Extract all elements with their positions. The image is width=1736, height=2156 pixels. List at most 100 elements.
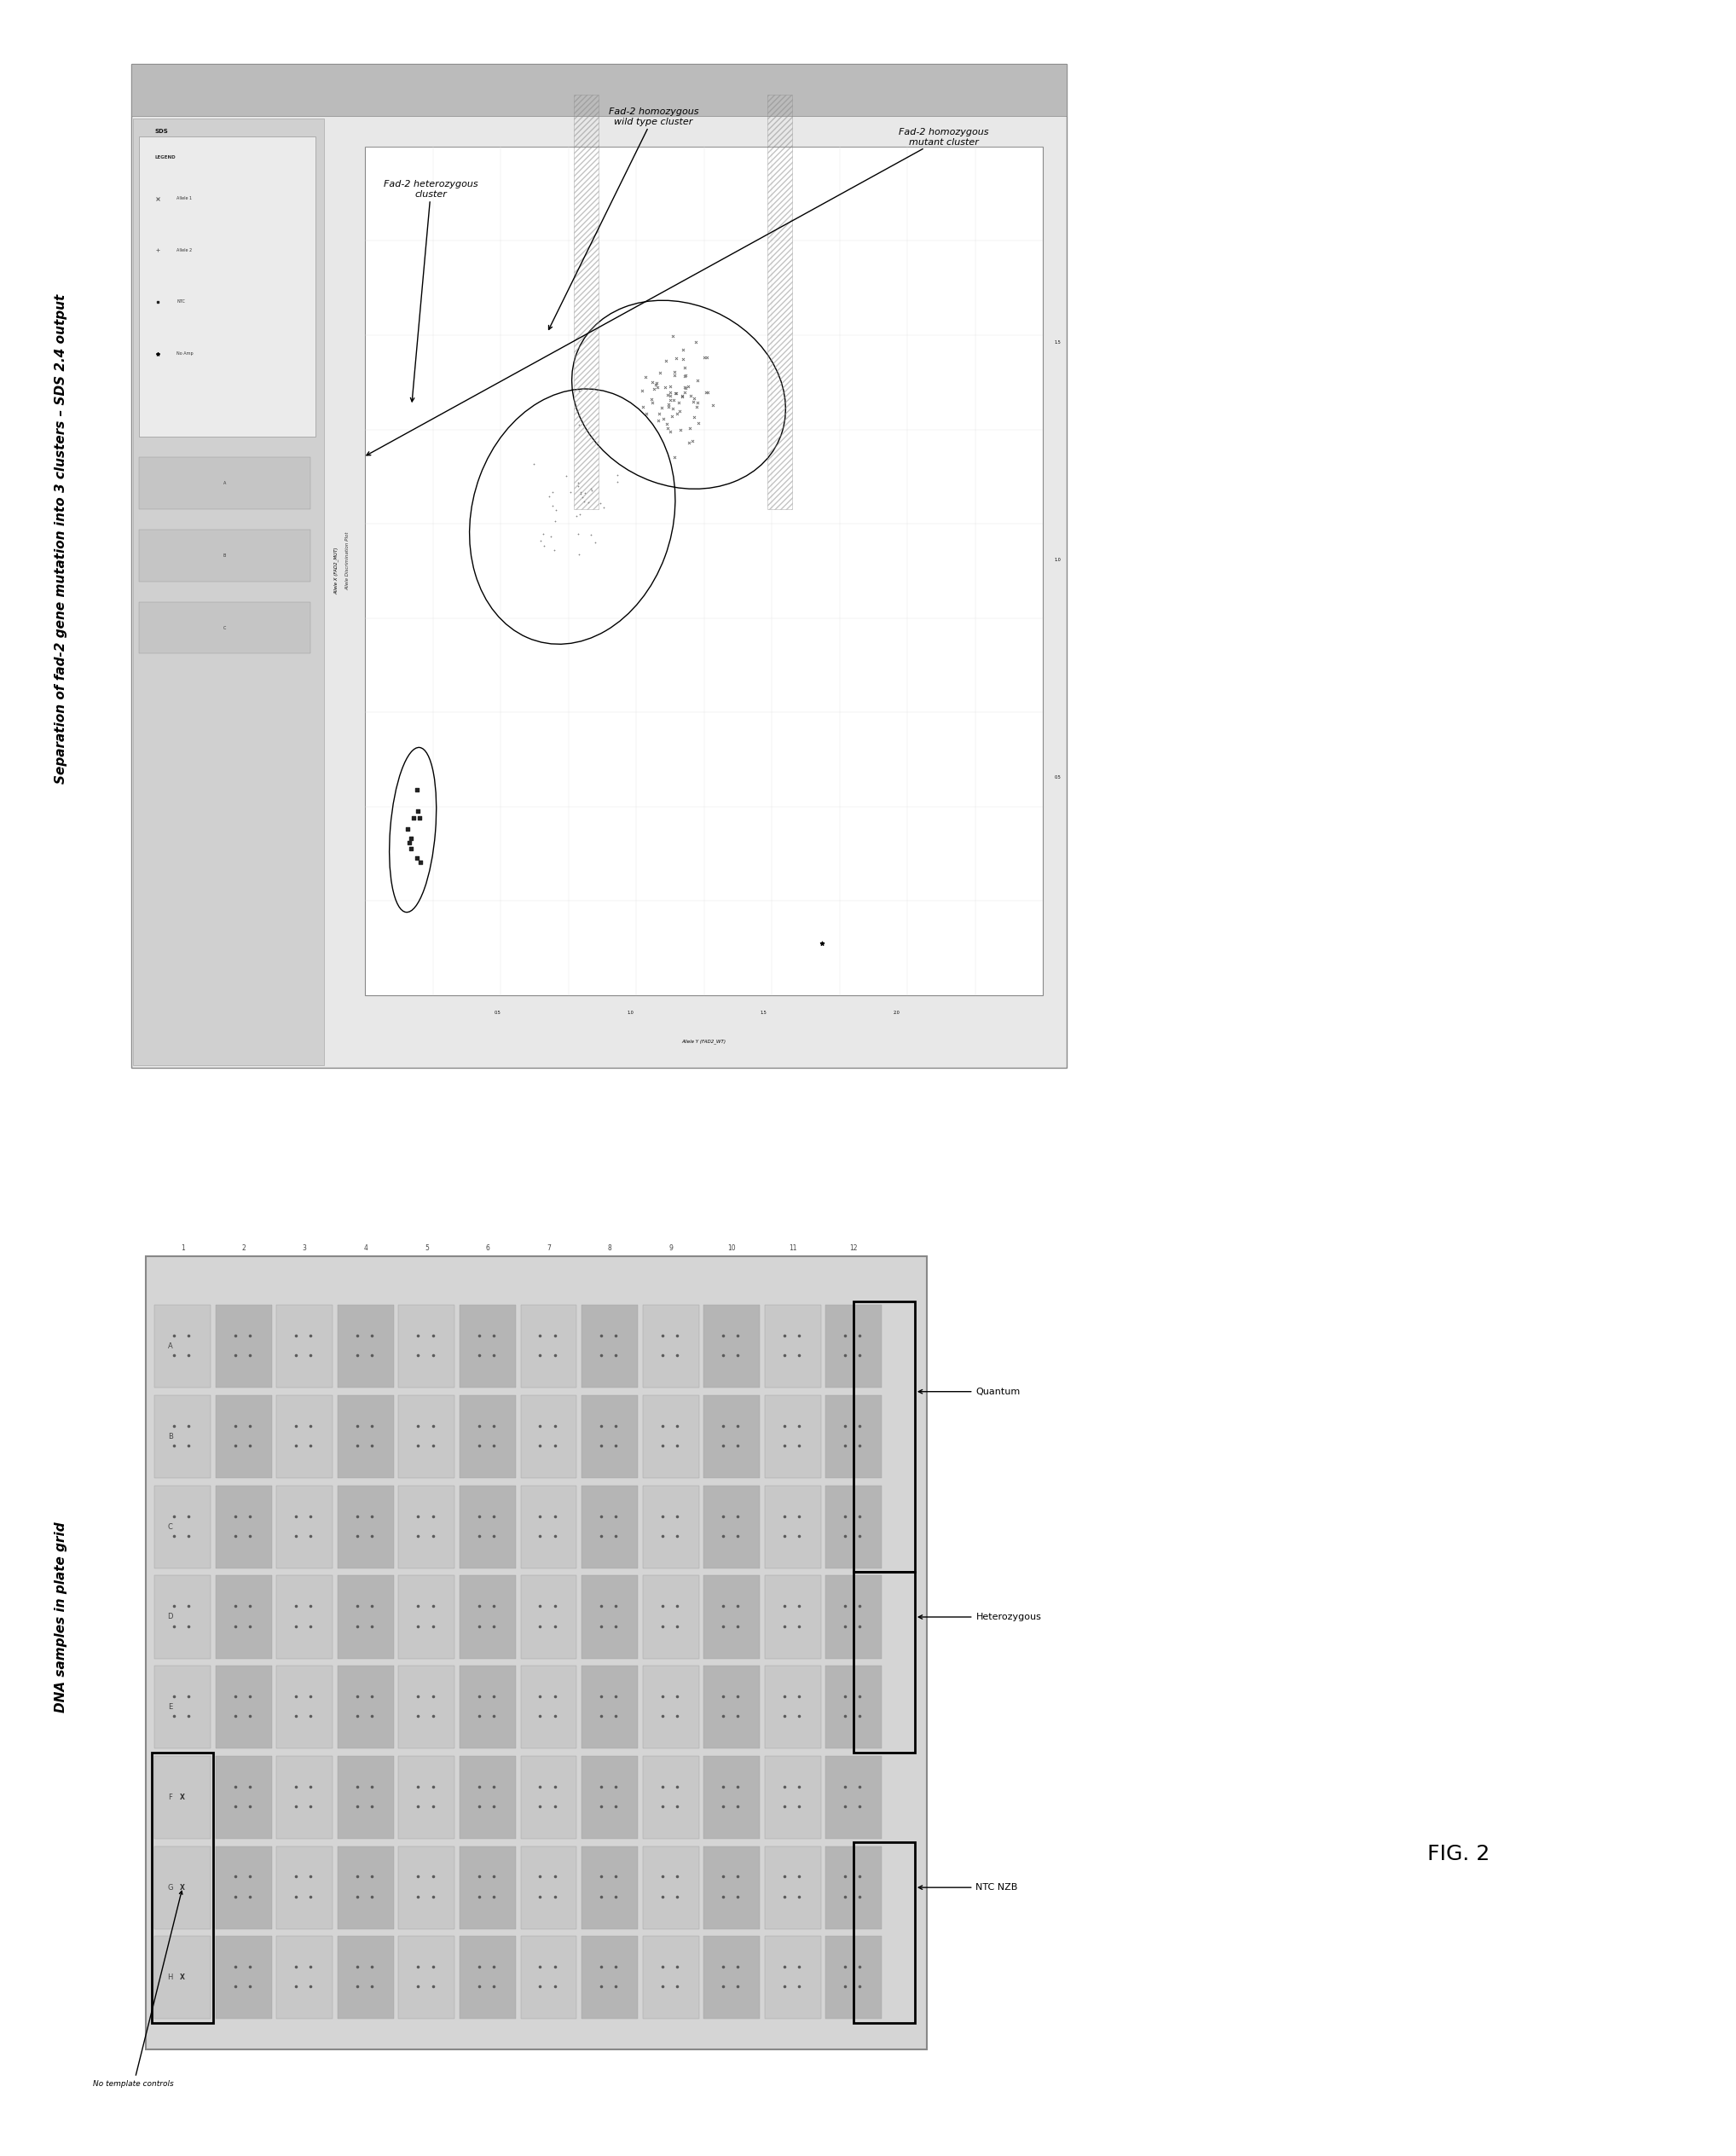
- Point: [582, 526, 609, 561]
- Point: [399, 800, 427, 834]
- Point: [668, 379, 696, 414]
- Point: [568, 479, 595, 513]
- Point: [679, 384, 707, 418]
- Bar: [521, 1304, 576, 1388]
- Point: [642, 369, 670, 403]
- Text: 6: 6: [486, 1244, 490, 1253]
- Bar: [155, 1667, 210, 1749]
- Point: [628, 373, 656, 407]
- Bar: [215, 1576, 271, 1658]
- Bar: [642, 1936, 700, 2020]
- Bar: [703, 1395, 760, 1479]
- Point: [398, 832, 425, 867]
- Point: [575, 485, 602, 520]
- Text: 9: 9: [668, 1244, 674, 1253]
- Bar: [399, 1304, 455, 1388]
- Bar: [399, 1485, 455, 1567]
- Point: [396, 826, 424, 860]
- Point: [670, 369, 698, 403]
- Point: [667, 395, 694, 429]
- Point: [642, 367, 670, 401]
- Point: [538, 489, 566, 524]
- Point: [587, 485, 615, 520]
- Point: [681, 382, 708, 416]
- Point: [542, 505, 569, 539]
- Bar: [337, 1755, 394, 1839]
- Point: [661, 354, 689, 388]
- Point: [660, 358, 687, 392]
- Text: SDS: SDS: [155, 129, 168, 134]
- Point: [654, 386, 682, 420]
- Bar: [399, 1755, 455, 1839]
- Bar: [215, 1755, 271, 1839]
- Text: DNA samples in plate grid: DNA samples in plate grid: [54, 1522, 68, 1712]
- Bar: [460, 1846, 516, 1930]
- Bar: [521, 1485, 576, 1567]
- Bar: [826, 1576, 882, 1658]
- Bar: [767, 95, 792, 509]
- Bar: [215, 1667, 271, 1749]
- Bar: [642, 1667, 700, 1749]
- Text: 0.5: 0.5: [495, 1011, 502, 1015]
- Text: X: X: [181, 1794, 186, 1800]
- Text: Fad-2 homozygous
mutant cluster: Fad-2 homozygous mutant cluster: [366, 127, 988, 455]
- Bar: [215, 1936, 271, 2020]
- Point: [684, 364, 712, 399]
- Point: [602, 464, 630, 498]
- Point: [654, 412, 682, 446]
- Text: 2.0: 2.0: [894, 1011, 899, 1015]
- Bar: [399, 1667, 455, 1749]
- Point: [404, 800, 432, 834]
- Bar: [826, 1667, 882, 1749]
- Point: [656, 377, 684, 412]
- Bar: [337, 1304, 394, 1388]
- Text: Allele X (FAD2_MUT): Allele X (FAD2_MUT): [333, 548, 339, 595]
- Bar: [139, 136, 316, 436]
- Text: 1.0: 1.0: [1054, 558, 1061, 563]
- Point: [700, 388, 727, 423]
- Point: [660, 384, 687, 418]
- Bar: [276, 1395, 333, 1479]
- Bar: [155, 1485, 210, 1567]
- Point: [578, 517, 606, 552]
- Point: [564, 515, 592, 550]
- Text: Allele Discrimination Plot: Allele Discrimination Plot: [345, 530, 351, 591]
- Point: [649, 401, 677, 436]
- Bar: [582, 1576, 637, 1658]
- Bar: [139, 530, 311, 582]
- Bar: [521, 1936, 576, 2020]
- Point: [564, 407, 592, 442]
- Bar: [521, 1755, 576, 1839]
- Text: 4: 4: [363, 1244, 368, 1253]
- Bar: [215, 1846, 271, 1930]
- Text: 10: 10: [727, 1244, 736, 1253]
- Point: [641, 371, 668, 405]
- Point: [403, 772, 431, 806]
- Text: E: E: [168, 1703, 172, 1712]
- Bar: [337, 1576, 394, 1658]
- Bar: [826, 1755, 882, 1839]
- Bar: [764, 1667, 821, 1749]
- Point: [809, 925, 837, 959]
- Bar: [460, 1576, 516, 1658]
- Point: [644, 403, 672, 438]
- Point: [542, 494, 569, 528]
- Bar: [642, 1846, 700, 1930]
- Bar: [703, 1755, 760, 1839]
- Point: [656, 369, 684, 403]
- Point: [672, 371, 700, 405]
- Bar: [764, 1936, 821, 2020]
- Bar: [582, 1485, 637, 1567]
- Point: [394, 811, 422, 845]
- Bar: [460, 1485, 516, 1567]
- Point: [693, 375, 720, 410]
- Point: [571, 476, 599, 511]
- Point: [672, 375, 700, 410]
- Bar: [365, 147, 1043, 996]
- Text: No template controls: No template controls: [94, 1891, 182, 2087]
- Point: [639, 386, 667, 420]
- Bar: [764, 1395, 821, 1479]
- Point: [689, 341, 717, 375]
- Point: [564, 468, 592, 502]
- Text: NTC: NTC: [177, 300, 186, 304]
